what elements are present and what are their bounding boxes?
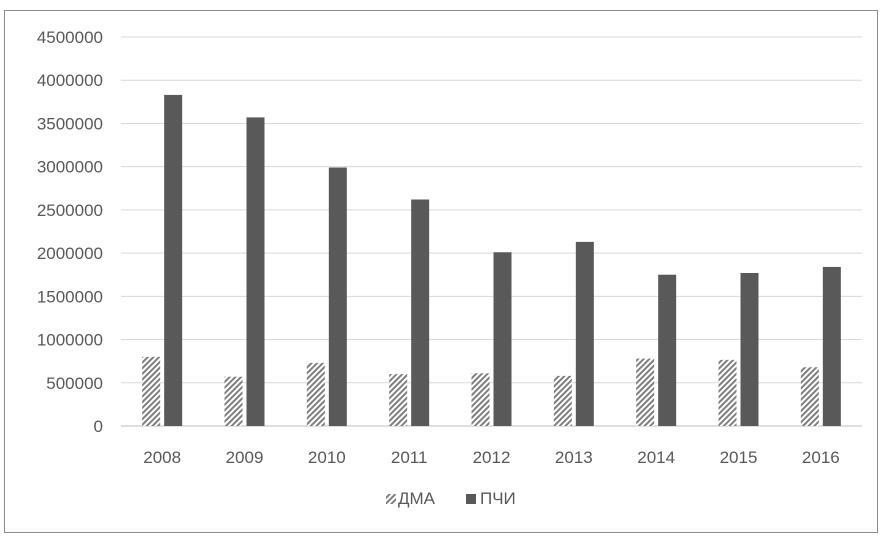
x-tick-label: 2010 <box>308 448 346 467</box>
x-tick-label: 2011 <box>391 448 428 467</box>
legend-swatch-pchi <box>466 494 476 504</box>
bar-dma-2016 <box>800 367 819 426</box>
bar-pchi-2016 <box>822 266 841 426</box>
legend: ДМА ПЧИ <box>386 489 516 508</box>
y-tick-label: 1500000 <box>37 287 103 306</box>
gridlines <box>121 36 862 427</box>
y-tick-label: 1000000 <box>37 331 103 350</box>
bar-dma-2011 <box>389 374 408 426</box>
chart-frame <box>4 10 878 533</box>
bar-pchi-2012 <box>493 252 512 426</box>
y-tick-label: 4000000 <box>37 71 103 90</box>
bar-pchi-2014 <box>658 274 677 426</box>
bar-dma-2008 <box>142 356 161 426</box>
bar-pchi-2015 <box>740 272 759 426</box>
bar-dma-2015 <box>718 359 737 426</box>
y-tick-label: 3500000 <box>37 114 103 133</box>
x-tick-label: 2015 <box>720 448 758 467</box>
y-axis-tick-labels: 0 500000 1000000 1500000 2000000 2500000 30000… <box>37 28 103 436</box>
bars <box>142 94 841 426</box>
bar-dma-2012 <box>471 373 490 426</box>
y-tick-label: 0 <box>94 417 103 436</box>
x-tick-label: 2009 <box>226 448 264 467</box>
bar-dma-2009 <box>224 376 243 426</box>
bar-pchi-2013 <box>575 241 594 426</box>
legend-swatch-dma <box>386 494 396 504</box>
x-tick-label: 2013 <box>555 448 593 467</box>
y-tick-label: 4500000 <box>37 28 103 47</box>
bar-pchi-2010 <box>328 167 347 426</box>
y-tick-label: 3000000 <box>37 158 103 177</box>
y-tick-label: 2500000 <box>37 201 103 220</box>
bar-dma-2014 <box>636 358 655 426</box>
x-tick-label: 2014 <box>637 448 675 467</box>
legend-label-pchi: ПЧИ <box>480 489 516 508</box>
bar-pchi-2009 <box>246 117 265 426</box>
bar-pchi-2011 <box>411 199 430 426</box>
y-tick-label: 500000 <box>46 374 103 393</box>
x-tick-label: 2016 <box>802 448 840 467</box>
bar-dma-2010 <box>306 362 325 426</box>
bar-dma-2013 <box>553 375 572 426</box>
x-tick-label: 2012 <box>473 448 511 467</box>
x-axis-tick-labels: 2008 2009 2010 2011 2012 2013 2014 2015 2016 <box>143 448 839 467</box>
y-tick-label: 2000000 <box>37 244 103 263</box>
legend-label-dma: ДМА <box>398 489 436 508</box>
x-tick-label: 2008 <box>143 448 181 467</box>
bar-pchi-2008 <box>164 94 183 426</box>
